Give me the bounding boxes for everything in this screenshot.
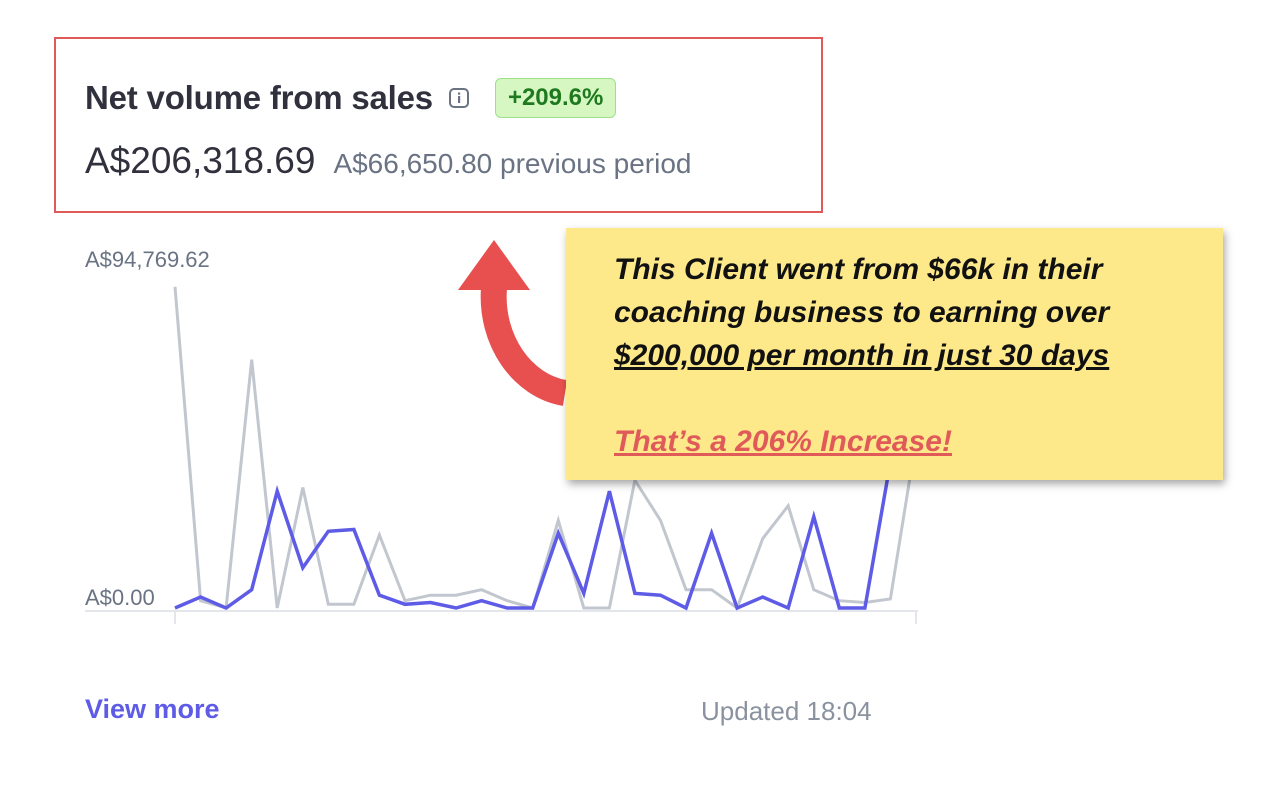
info-icon[interactable]	[448, 88, 469, 108]
current-period-line	[174, 453, 917, 611]
curved-arrow-icon	[458, 240, 568, 406]
view-more-link[interactable]: View more	[85, 694, 220, 724]
note-line-1: This Client went from $66k in their	[614, 253, 1103, 286]
previous-period-line	[173, 286, 918, 611]
y-axis-zero-label: A$0.00	[85, 585, 155, 610]
note-line-3: $200,000 per month in just 30 days	[614, 339, 1110, 372]
value-row: A$206,318.69 A$66,650.80 previous period	[85, 140, 691, 182]
annotation-note: This Client went from $66k in their coac…	[566, 228, 1223, 480]
previous-value: A$66,650.80 previous period	[333, 148, 692, 179]
updated-timestamp: Updated 18:04	[701, 696, 872, 726]
note-increase: That’s a 206% Increase!	[614, 425, 952, 458]
note-line-2: coaching business to earning over	[614, 296, 1110, 329]
y-axis-max-label: A$94,769.62	[85, 247, 210, 272]
highlight-box	[54, 37, 823, 213]
widget-title: Net volume from sales	[85, 79, 433, 116]
current-value: A$206,318.69	[85, 140, 316, 181]
title-row: Net volume from sales +209.6%	[85, 76, 617, 120]
change-badge: +209.6%	[494, 78, 617, 118]
